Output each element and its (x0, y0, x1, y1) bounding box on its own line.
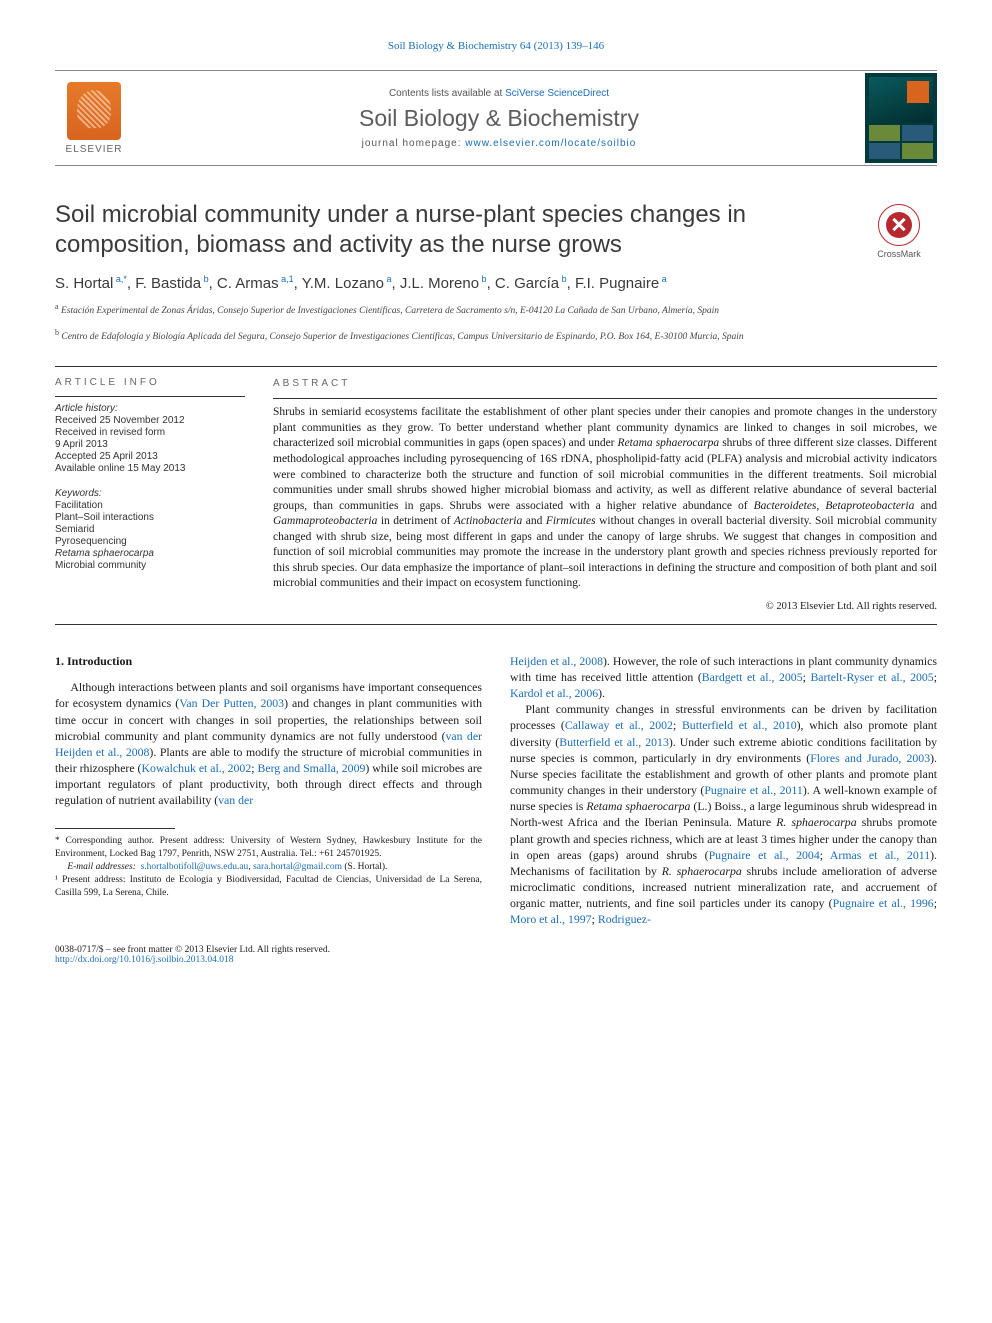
ref-link[interactable]: Callaway et al., 2002 (565, 718, 673, 732)
history-accepted: Accepted 25 April 2013 (55, 451, 245, 462)
ref-link[interactable]: Moro et al., 1997 (510, 912, 592, 926)
ref-link[interactable]: Armas et al., 2011 (830, 848, 930, 862)
intro-paragraph-2: Plant community changes in stressful env… (510, 701, 937, 927)
article-title: Soil microbial community under a nurse-p… (55, 200, 849, 260)
authors-list: S. Hortal a,*, F. Bastida b, C. Armas a,… (55, 274, 937, 292)
abstract-heading: ABSTRACT (273, 377, 937, 391)
email-footnote: E-mail addresses: s.hortalbotifoll@uws.e… (55, 861, 482, 874)
ref-link[interactable]: Van Der Putten, 2003 (179, 696, 284, 710)
footnote-rule (55, 828, 175, 829)
intro-paragraph-1-cont: Heijden et al., 2008). However, the role… (510, 653, 937, 701)
body-column-left: 1. Introduction Although interactions be… (55, 653, 482, 928)
history-revised-date: 9 April 2013 (55, 439, 245, 450)
contents-line: Contents lists available at SciVerse Sci… (143, 88, 855, 99)
ref-link[interactable]: van der (218, 793, 253, 807)
journal-citation[interactable]: Soil Biology & Biochemistry 64 (2013) 13… (55, 40, 937, 52)
history-received: Received 25 November 2012 (55, 415, 245, 426)
rule (55, 624, 937, 625)
crossmark-label: CrossMark (877, 249, 921, 259)
ref-link[interactable]: Flores and Jurado, 2003 (810, 751, 930, 765)
present-address-footnote: ¹ Present address: Instituto de Ecología… (55, 874, 482, 900)
history-online: Available online 15 May 2013 (55, 463, 245, 474)
publisher-name: ELSEVIER (66, 144, 123, 155)
journal-name: Soil Biology & Biochemistry (143, 105, 855, 132)
keyword-item: Pyrosequencing (55, 536, 245, 547)
affiliation-a: a Estación Experimental de Zonas Áridas,… (55, 302, 937, 318)
keyword-item: Semiarid (55, 524, 245, 535)
body-column-right: Heijden et al., 2008). However, the role… (510, 653, 937, 928)
sciencedirect-link[interactable]: SciVerse ScienceDirect (505, 88, 609, 99)
doi-link[interactable]: http://dx.doi.org/10.1016/j.soilbio.2013… (55, 955, 234, 965)
front-matter-line: 0038-0717/$ – see front matter © 2013 El… (55, 945, 330, 955)
abstract-text: Shrubs in semiarid ecosystems facilitate… (273, 405, 937, 591)
ref-link[interactable]: Butterfield et al., 2010 (682, 718, 797, 732)
intro-paragraph-1: Although interactions between plants and… (55, 679, 482, 808)
elsevier-tree-icon (67, 82, 121, 140)
corresponding-author-footnote: * Corresponding author. Present address:… (55, 835, 482, 861)
homepage-line: journal homepage: www.elsevier.com/locat… (143, 138, 855, 149)
abstract-column: ABSTRACT Shrubs in semiarid ecosystems f… (273, 377, 937, 614)
ref-link[interactable]: Kowalchuk et al., 2002 (141, 761, 251, 775)
rule (273, 398, 937, 399)
elsevier-logo[interactable]: ELSEVIER (55, 73, 133, 163)
ref-link[interactable]: Pugnaire et al., 2011 (704, 783, 802, 797)
journal-cover-thumb[interactable] (865, 73, 937, 163)
history-revised-label: Received in revised form (55, 427, 245, 438)
affiliation-b: b Centro de Edafología y Biología Aplica… (55, 328, 937, 344)
article-info-column: ARTICLE INFO Article history: Received 2… (55, 377, 245, 614)
rule (55, 366, 937, 367)
ref-link[interactable]: Pugnaire et al., 1996 (833, 896, 934, 910)
ref-link[interactable]: Heijden et al., 2008 (510, 654, 603, 668)
keyword-item: Plant–Soil interactions (55, 512, 245, 523)
ref-link[interactable]: Rodriguez- (598, 912, 651, 926)
ref-link[interactable]: Bardgett et al., 2005 (702, 670, 803, 684)
ref-link[interactable]: Butterfield et al., 2013 (559, 735, 669, 749)
email-link[interactable]: sara.hortal@gmail.com (253, 862, 342, 872)
section-heading-intro: 1. Introduction (55, 653, 482, 669)
keyword-item: Facilitation (55, 500, 245, 511)
header-center: Contents lists available at SciVerse Sci… (133, 82, 865, 155)
journal-homepage-link[interactable]: www.elsevier.com/locate/soilbio (465, 138, 636, 149)
ref-link[interactable]: Bartelt-Ryser et al., 2005 (810, 670, 933, 684)
page-footer: 0038-0717/$ – see front matter © 2013 El… (55, 945, 937, 965)
crossmark-icon (886, 212, 912, 238)
journal-header: ELSEVIER Contents lists available at Sci… (55, 70, 937, 166)
ref-link[interactable]: Berg and Smalla, 2009 (257, 761, 365, 775)
ref-link[interactable]: Pugnaire et al., 2004 (709, 848, 820, 862)
abstract-copyright: © 2013 Elsevier Ltd. All rights reserved… (273, 600, 937, 614)
article-info-heading: ARTICLE INFO (55, 377, 245, 388)
ref-link[interactable]: Kardol et al., 2006 (510, 686, 598, 700)
keyword-item: Retama sphaerocarpa (55, 548, 245, 559)
history-label: Article history: (55, 403, 245, 414)
crossmark-badge[interactable]: CrossMark (861, 204, 937, 259)
rule (55, 396, 245, 397)
keywords-label: Keywords: (55, 488, 245, 499)
email-link[interactable]: s.hortalbotifoll@uws.edu.au (141, 862, 249, 872)
keyword-item: Microbial community (55, 560, 245, 571)
